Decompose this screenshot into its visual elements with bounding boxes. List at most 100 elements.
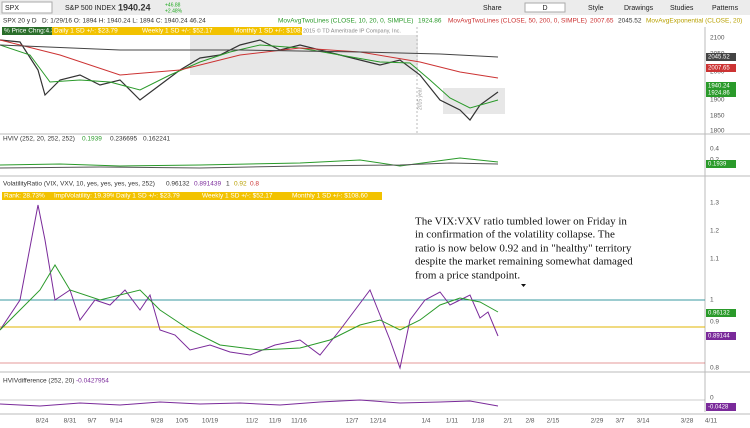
study-value: 0.8: [250, 181, 259, 188]
symbol-box[interactable]: [1, 1, 53, 14]
price-tag-text: 2045.52: [708, 55, 730, 61]
date-label: 2/8: [525, 418, 534, 425]
date-label: 1/4: [421, 418, 430, 425]
range-box: [190, 35, 418, 75]
year-label: 2015 year: [417, 87, 423, 110]
sd-label: Daily 1 SD +/-: $23.79: [54, 28, 118, 35]
iv-line: [0, 162, 499, 169]
label-badge: [290, 192, 382, 200]
price-tag: [706, 89, 736, 97]
diff-line: [0, 399, 499, 407]
sd-label: Daily 1 SD +/-: $23.79: [116, 193, 180, 200]
price-label: % Price Chng:4.35: [4, 28, 59, 35]
label-badge: [2, 192, 52, 200]
date-label: 3/14: [637, 418, 650, 425]
date-label: 12/14: [370, 418, 387, 425]
label-badge: [140, 27, 232, 35]
price-tag: [706, 309, 736, 317]
annotation: The VIX:VXV ratio tumbled lower on Frida…: [415, 216, 627, 228]
change: +46.88: [165, 2, 181, 8]
price-tag-text: -0.0428: [708, 405, 729, 411]
axis-label: 1.1: [710, 256, 719, 263]
ohlc: D: 1/29/16 O: 1894 H: 1940.24 L: 1894 C:…: [42, 18, 206, 25]
study-value: 0.162241: [143, 136, 170, 143]
symbol: SPX: [5, 5, 19, 12]
date-label: 4/11: [705, 418, 718, 425]
annotation: ratio is now below 0.92 and in "healthy"…: [415, 243, 632, 255]
axis-label: 1: [710, 297, 714, 304]
timeframe: D: [542, 5, 547, 12]
axis-label: 0: [710, 395, 714, 402]
date-label: 12/7: [346, 418, 359, 425]
date-label: 8/24: [36, 418, 49, 425]
axis-label: 1.2: [710, 228, 719, 235]
label-badge: [52, 27, 140, 35]
axis-label: 1800: [710, 128, 725, 135]
study-value: 0.96132: [166, 181, 190, 188]
axis-label: 0.8: [710, 365, 719, 372]
patterns-button[interactable]: Patterns: [712, 5, 739, 12]
price-tag-text: 0.1939: [708, 162, 727, 168]
label-badge: [114, 192, 200, 200]
date-label: 11/9: [269, 418, 282, 425]
annotation-pointer: [521, 284, 526, 287]
label-badge: [200, 192, 290, 200]
price-tag: [706, 160, 736, 168]
drawings-button[interactable]: Drawings: [624, 5, 654, 12]
share-button[interactable]: Share: [483, 5, 502, 12]
axis-label: 0.4: [710, 146, 719, 153]
study-value: 2007.65: [590, 18, 614, 25]
price-tag-text: 1940.24: [708, 84, 730, 90]
label-badge: [52, 192, 114, 200]
ma-line: [0, 44, 499, 109]
study-value: 1: [226, 181, 230, 188]
ratio-average-line: [0, 264, 499, 351]
chart-settings[interactable]: SPX 20 y D: [3, 18, 37, 25]
date-label: 11/16: [291, 418, 307, 425]
date-label: 10/5: [176, 418, 189, 425]
annotation: from a price standpoint.: [415, 270, 520, 282]
panel-title: HVIV (252, 20, 252, 252): [3, 136, 75, 143]
price-tag-text: 2007.65: [708, 66, 730, 72]
study-value: 0.1939: [82, 136, 102, 143]
date-label: 2/29: [591, 418, 604, 425]
change-pct: +2.48%: [165, 8, 183, 14]
axis-label: 2100: [710, 35, 725, 42]
date-label: 1/18: [472, 418, 485, 425]
index-name: S&P 500 INDEX: [65, 5, 116, 12]
sd-label: Weekly 1 SD +/-: $52.17: [142, 28, 213, 35]
date-label: 9/14: [110, 418, 123, 425]
axis-label: 2000: [710, 69, 725, 76]
date-label: 2/1: [503, 418, 512, 425]
panel-title: VolatilityRatio (VIX, VXV, 10, yes, yes,…: [3, 181, 155, 188]
panel-title: HVIVdifference (252, 20): [3, 378, 74, 385]
study-value: 1924.86: [418, 18, 442, 25]
price-tag: [706, 403, 736, 411]
date-label: 9/28: [151, 418, 164, 425]
date-axis: 8/24 8/31 9/7 9/14 9/28 10/5 10/19 11/2 11/9 11/1…: [36, 418, 718, 425]
label-badge: [232, 27, 302, 35]
axis-label: 1900: [710, 97, 725, 104]
date-label: 2/15: [547, 418, 560, 425]
sd-label: Monthly 1 SD +/-: $108.60: [292, 193, 368, 200]
ma-line: [0, 39, 499, 79]
date-label: 11/2: [246, 418, 259, 425]
study-value: 0.236695: [110, 136, 137, 143]
date-label: 9/7: [87, 418, 96, 425]
date-label: 3/7: [615, 418, 624, 425]
price-tag: [706, 82, 736, 90]
price-tag: [706, 53, 736, 61]
axis-label: 1.3: [710, 200, 719, 207]
last-price: 1940.24: [118, 2, 151, 12]
price-line: [0, 39, 499, 121]
studies-button[interactable]: Studies: [670, 5, 694, 12]
iv-label: ImplVolatility: 19.39%: [54, 193, 116, 200]
timeframe-box[interactable]: [524, 2, 566, 13]
date-label: 10/19: [202, 418, 219, 425]
price-tag: [706, 332, 736, 340]
study-value: 0.92: [234, 181, 247, 188]
style-button[interactable]: Style: [588, 5, 604, 12]
study-name: MovAvgTwoLines (CLOSE, 50, 200, 0, SIMPL…: [448, 18, 587, 25]
price-tag-text: 0.96132: [708, 311, 730, 317]
